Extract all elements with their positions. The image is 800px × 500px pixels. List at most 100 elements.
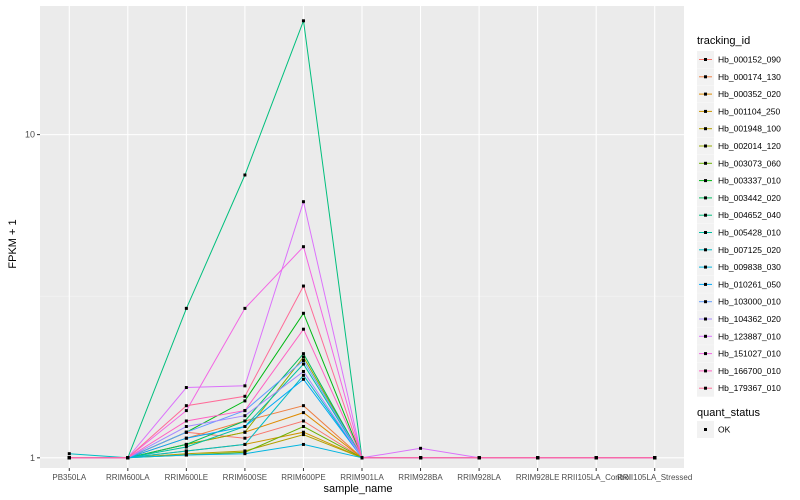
shape-legend-point (704, 428, 707, 431)
legend-label: Hb_151027_010 (718, 349, 781, 359)
data-point (184, 386, 188, 390)
legend-key-point (704, 300, 707, 304)
y-axis-title: FPKM + 1 (7, 219, 19, 268)
data-point (301, 442, 305, 446)
data-point (184, 306, 188, 310)
legend-label: Hb_000352_020 (718, 89, 781, 99)
color-legend: tracking_id Hb_000152_090 Hb_000174_130 Hb… (697, 35, 781, 397)
x-axis-title: sample_name (323, 483, 392, 495)
data-point (243, 414, 247, 418)
x-tick-label: RRIM901LA (340, 473, 384, 482)
legend-key-point (704, 282, 707, 286)
data-point (184, 419, 188, 423)
data-point (301, 311, 305, 315)
legend-key-point (704, 369, 707, 373)
legend-label: Hb_003442_020 (718, 193, 781, 203)
data-points (67, 19, 657, 460)
x-tick-label: RRIM928BA (398, 473, 443, 482)
data-point (653, 456, 657, 460)
data-point (243, 419, 247, 423)
data-point (301, 200, 305, 204)
legend-key-point (704, 334, 707, 338)
legend-key-point (704, 144, 707, 148)
y-tick-label: 1 (30, 453, 35, 463)
data-point (243, 306, 247, 310)
x-tick-label: RRIM600LE (165, 473, 209, 482)
shape-legend-label: OK (718, 425, 731, 435)
data-point (243, 394, 247, 398)
data-point (184, 453, 188, 457)
data-point (301, 327, 305, 331)
y-axis: 1 10 (25, 130, 40, 463)
legend-label: Hb_009838_030 (718, 262, 781, 272)
data-point (301, 430, 305, 434)
legend-key-point (704, 265, 707, 269)
legend-label: Hb_010261_050 (718, 279, 781, 289)
data-point (419, 456, 423, 460)
legend-label: Hb_007125_020 (718, 245, 781, 255)
x-tick-label: RRIM928LA (457, 473, 501, 482)
legend-label: Hb_003337_010 (718, 176, 781, 186)
legend-key-point (704, 248, 707, 252)
data-point (184, 445, 188, 449)
data-point (301, 424, 305, 428)
legend-label: Hb_002014_120 (718, 141, 781, 151)
legend-key-point (704, 109, 707, 113)
data-point (301, 433, 305, 437)
legend-key-point (704, 213, 707, 217)
legend-key-point (704, 386, 707, 390)
legend-label: Hb_123887_010 (718, 331, 781, 341)
data-point (184, 436, 188, 440)
data-point (594, 456, 598, 460)
data-point (243, 436, 247, 440)
data-point (301, 369, 305, 373)
x-tick-label: RRII105LA_Stressed (617, 473, 692, 482)
legend-label: Hb_104362_020 (718, 314, 781, 324)
x-tick-label: RRIM600PE (281, 473, 325, 482)
data-point (301, 245, 305, 249)
legend-label: Hb_004652_040 (718, 210, 781, 220)
data-point (301, 19, 305, 23)
shape-legend-title: quant_status (697, 407, 760, 419)
data-point (243, 452, 247, 456)
legend-label: Hb_166700_010 (718, 366, 781, 376)
legend-key-point (704, 127, 707, 131)
legend-key-point (704, 58, 707, 61)
legend-label: Hb_179367_010 (718, 383, 781, 393)
data-point (301, 284, 305, 288)
data-point (301, 377, 305, 381)
data-point (360, 456, 364, 460)
data-point (243, 384, 247, 388)
legend-key-point (704, 317, 707, 321)
data-point (184, 442, 188, 446)
shape-legend: quant_status OK (697, 407, 760, 438)
data-point (301, 352, 305, 356)
data-point (477, 456, 481, 460)
data-point (536, 456, 540, 460)
x-tick-label: PB350LA (52, 473, 86, 482)
legend-label: Hb_000174_130 (718, 72, 781, 82)
data-point (126, 456, 130, 460)
x-tick-label: RRIM928LE (516, 473, 560, 482)
x-tick-label: RRII105LA_Control (561, 473, 631, 482)
legend-key-point (704, 196, 707, 200)
data-point (419, 446, 423, 450)
color-legend-title: tracking_id (697, 35, 750, 47)
legend-label: Hb_001948_100 (718, 124, 781, 134)
data-point (301, 355, 305, 359)
data-point (184, 449, 188, 453)
data-point (243, 424, 247, 428)
data-point (243, 442, 247, 446)
x-tick-label: RRIM600LA (106, 473, 150, 482)
x-axis: PB350LA RRIM600LA RRIM600LE RRIM600SE RRIM60… (52, 468, 692, 482)
data-point (243, 409, 247, 413)
data-point (184, 430, 188, 434)
x-tick-label: RRIM600SE (223, 473, 267, 482)
legend-key-point (704, 179, 707, 183)
legend-label: Hb_000152_090 (718, 55, 781, 65)
data-point (184, 409, 188, 413)
legend-label: Hb_003073_060 (718, 158, 781, 168)
data-point (67, 456, 71, 460)
data-point (184, 404, 188, 408)
